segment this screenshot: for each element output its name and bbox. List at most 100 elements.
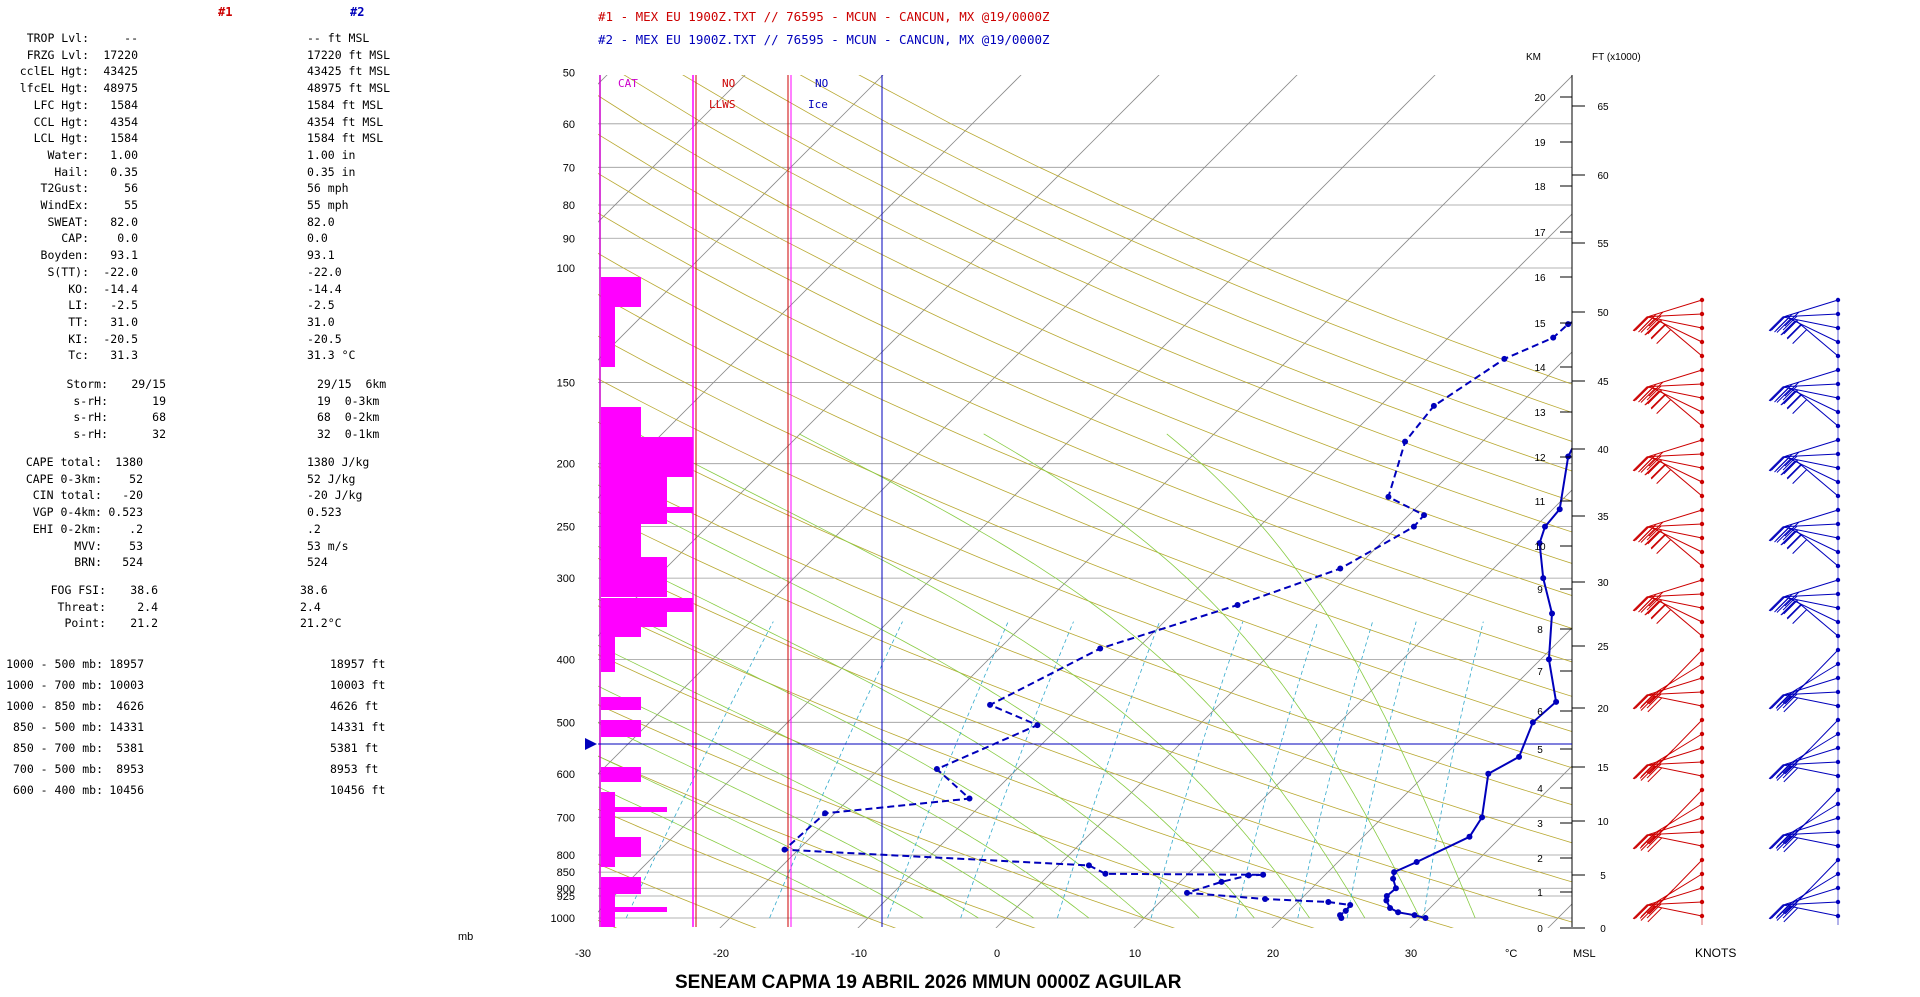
barb-red-staff bbox=[1649, 817, 1703, 835]
temperature-point bbox=[1540, 575, 1547, 582]
temperature-point bbox=[1392, 885, 1399, 892]
barb-red-feather bbox=[1646, 315, 1662, 331]
barb-red-feather bbox=[1632, 904, 1648, 920]
barb-red-feather bbox=[1640, 458, 1656, 473]
storm-v2: 68 0-2km bbox=[317, 410, 380, 425]
hazard-bar bbox=[601, 612, 667, 627]
km-tick-label: 13 bbox=[1534, 408, 1546, 419]
stat-label: WindEx: bbox=[40, 198, 89, 212]
barb-blue-feather bbox=[1786, 394, 1802, 410]
barb-red-staff bbox=[1649, 369, 1703, 387]
dry-adiabat bbox=[598, 654, 1315, 928]
barb-blue-feather bbox=[1783, 529, 1799, 545]
temperature-point bbox=[1556, 506, 1563, 513]
mixing-ratio-line bbox=[1297, 621, 1373, 919]
barb-blue-staff bbox=[1795, 460, 1839, 497]
moist-adiabat bbox=[1166, 433, 1476, 919]
ft-tick-label: 25 bbox=[1597, 642, 1609, 653]
hazard-bar bbox=[601, 513, 667, 524]
barb-blue-feather bbox=[1769, 764, 1785, 780]
temperature-tick-label: 10 bbox=[1129, 948, 1141, 960]
barb-blue-staff bbox=[1783, 523, 1839, 528]
barb-blue-feather bbox=[1768, 456, 1784, 472]
barb-red-staff bbox=[1647, 691, 1703, 696]
isotherm bbox=[1133, 489, 1572, 928]
dewpoint-point bbox=[1260, 871, 1267, 878]
barb-red-staff bbox=[1659, 390, 1703, 427]
barb-blue-staff bbox=[1795, 320, 1839, 357]
barb-blue-feather bbox=[1776, 696, 1792, 711]
cape-v1: 53 bbox=[129, 538, 143, 553]
barb-red-feather bbox=[1647, 529, 1663, 545]
km-tick-label: 14 bbox=[1534, 363, 1546, 374]
stat-label: KO: bbox=[68, 281, 89, 296]
barb-red-feather bbox=[1646, 455, 1662, 471]
barb-blue-feather bbox=[1768, 904, 1784, 920]
barb-red-feather bbox=[1633, 386, 1649, 402]
cape-v1: 0.523 bbox=[108, 505, 143, 520]
barb-red-feather bbox=[1632, 316, 1648, 332]
storm-v1: 32 bbox=[152, 427, 166, 442]
fog-v1: 38.6 bbox=[130, 583, 158, 597]
barb-red-feather bbox=[1638, 317, 1653, 333]
hazard-ice-label: Ice bbox=[808, 98, 828, 111]
barb-red-staff bbox=[1647, 313, 1703, 318]
barb-blue-staff bbox=[1785, 817, 1839, 835]
barb-red-feather bbox=[1656, 609, 1671, 624]
barb-red-staff bbox=[1659, 320, 1703, 357]
stat-label: Tc: bbox=[68, 348, 89, 363]
dewpoint-point bbox=[966, 795, 973, 802]
dewpoint-line bbox=[782, 321, 1572, 919]
moist-adiabat bbox=[598, 644, 1090, 919]
barb-red-staff bbox=[1654, 663, 1703, 694]
dewpoint-point bbox=[933, 766, 940, 773]
hazard-bar bbox=[601, 407, 641, 437]
hazard-bar bbox=[601, 912, 615, 927]
barb-blue-staff bbox=[1783, 313, 1839, 318]
stat-label: lfcEL Hgt: bbox=[19, 81, 89, 96]
km-tick-label: 10 bbox=[1534, 542, 1546, 553]
pressure-tick-label: 200 bbox=[557, 459, 575, 471]
thick-label: 700 - 500 mb: bbox=[12, 762, 103, 776]
hazard-bar bbox=[601, 307, 615, 367]
dry-adiabat bbox=[598, 704, 1176, 928]
stat-v1: -14.4 bbox=[103, 281, 138, 296]
stat-v2: 55 mph bbox=[307, 198, 349, 212]
pressure-tick-label: 300 bbox=[557, 573, 575, 585]
temperature-point bbox=[1391, 869, 1398, 876]
hazard-bar bbox=[601, 637, 615, 672]
barb-blue-staff bbox=[1783, 901, 1839, 906]
barb-blue-feather bbox=[1769, 386, 1785, 402]
dry-adiabat bbox=[598, 294, 1572, 697]
cape-label: CIN total: bbox=[32, 488, 102, 503]
barb-blue-staff bbox=[1783, 453, 1839, 458]
stat-v2: -2.5 bbox=[307, 298, 335, 313]
barb-blue-feather bbox=[1782, 693, 1798, 709]
mb-label: mb bbox=[458, 931, 473, 943]
temperature-point bbox=[1553, 698, 1560, 705]
stat-v2: 82.0 bbox=[307, 214, 335, 229]
moist-adiabat bbox=[798, 433, 1366, 919]
pressure-tick-label: 800 bbox=[557, 850, 575, 862]
stat-label: LCL Hgt: bbox=[33, 131, 89, 146]
cape-v1: -20 bbox=[122, 488, 143, 503]
dewpoint-point bbox=[1097, 645, 1104, 652]
barb-red-feather bbox=[1632, 596, 1648, 612]
cape-label: MVV: bbox=[74, 538, 102, 553]
pressure-tick-label: 700 bbox=[557, 812, 575, 824]
barb-blue-feather bbox=[1769, 316, 1785, 332]
km-tick-label: 1 bbox=[1537, 888, 1543, 899]
stat-v1: 43425 bbox=[103, 64, 138, 79]
temperature-point bbox=[1529, 719, 1536, 726]
temperature-point bbox=[1805, 265, 1811, 271]
cape-v1: 52 bbox=[129, 471, 143, 486]
barb-red-feather bbox=[1646, 763, 1662, 779]
barb-blue-feather bbox=[1792, 399, 1807, 414]
barb-red-feather bbox=[1640, 696, 1656, 711]
cape-label: CAPE total: bbox=[25, 455, 102, 469]
isotherm bbox=[0, 72, 196, 931]
barb-red-feather bbox=[1646, 595, 1662, 611]
barb-blue-feather bbox=[1783, 767, 1799, 783]
barb-blue-feather bbox=[1768, 764, 1784, 780]
barb-blue-feather bbox=[1786, 464, 1802, 480]
